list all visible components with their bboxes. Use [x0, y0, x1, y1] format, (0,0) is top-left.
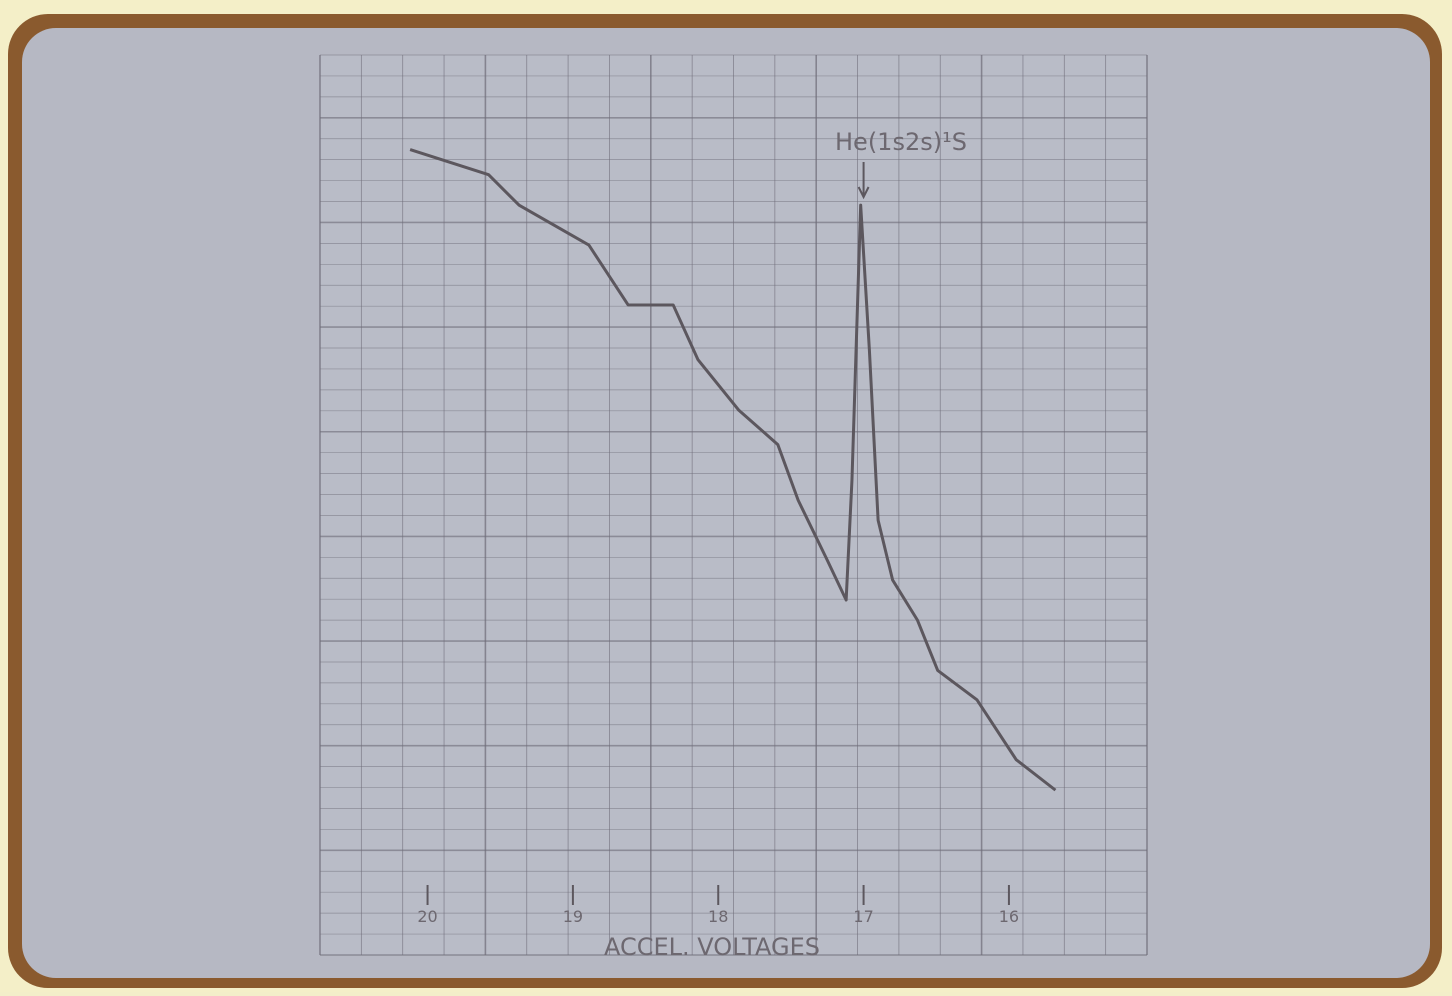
grid [320, 55, 1147, 955]
annotation: He(1s2s)¹S [835, 128, 967, 156]
x-tick-label: 19 [563, 907, 583, 926]
x-tick-label: 18 [708, 907, 728, 926]
x-tick-label: 17 [853, 907, 873, 926]
x-axis-label: ACCEL. VOLTAGES [604, 933, 820, 961]
x-tick-label: 16 [999, 907, 1019, 926]
slide-photo: He(1s2s)¹S ACCEL. VOLTAGES 20 19 18 17 16 [0, 0, 1452, 992]
x-tick-label: 20 [417, 907, 437, 926]
